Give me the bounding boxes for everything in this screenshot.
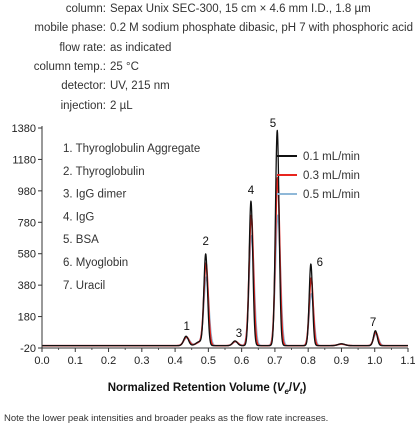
legend-label-1: 0.3 mL/min — [303, 170, 360, 182]
x-tick-label: 0.1 — [68, 355, 83, 367]
peak-label: 6 — [317, 257, 323, 269]
y-tick-label: 980 — [18, 186, 36, 198]
compound-item: 7. Uracil — [63, 280, 105, 292]
footnote: Note the lower peak intensities and broa… — [4, 413, 328, 424]
peak-label: 3 — [236, 328, 242, 340]
condition-label: column temp.: — [33, 60, 106, 73]
condition-label: injection: — [60, 99, 106, 112]
x-tick-label: 0.5 — [201, 355, 216, 367]
series-layer — [41, 129, 409, 347]
x-tick-label: 0.7 — [267, 355, 282, 367]
compound-item: 6. Myoglobin — [63, 257, 128, 269]
condition-row: injection: 2 µL — [0, 97, 415, 115]
y-tick-label: 180 — [18, 312, 36, 324]
condition-row: mobile phase: 0.2 M sodium phosphate diba… — [0, 19, 415, 37]
y-tick-label: 780 — [18, 217, 36, 229]
compound-item: 1. Thyroglobulin Aggregate — [63, 143, 200, 155]
condition-label: detector: — [61, 80, 106, 93]
chromatographic-conditions: column: Sepax Unix SEC-300, 15 cm × 4.6 m… — [0, 0, 415, 116]
x-tick-label: 1.0 — [367, 355, 382, 367]
peak-label: 5 — [270, 118, 276, 130]
chromatogram-chart: -20 180 380 580 780 980 1180 1380 0.0 0.1 0.2 0.3 0.… — [4, 118, 415, 424]
y-tick-label: 1180 — [12, 154, 36, 166]
compound-item: 4. IgG — [63, 211, 94, 223]
condition-value: as indicated — [110, 41, 172, 54]
peak-label: 2 — [202, 236, 208, 248]
legend-label-2: 0.5 mL/min — [303, 189, 360, 201]
condition-value: UV, 215 nm — [110, 80, 170, 93]
compound-item: 5. BSA — [63, 234, 99, 246]
x-tick-label: 0.8 — [301, 355, 316, 367]
x-tick-label: 0.0 — [34, 355, 49, 367]
condition-row: detector: UV, 215 nm — [0, 77, 415, 95]
peak-label: 1 — [184, 321, 190, 333]
condition-label: mobile phase: — [34, 22, 106, 35]
y-tick-label: 380 — [18, 280, 36, 292]
condition-row: flow rate: as indicated — [0, 39, 415, 57]
condition-value: Sepax Unix SEC-300, 15 cm × 4.6 mm I.D.,… — [110, 3, 371, 15]
series-line-0 — [41, 129, 409, 347]
peak-labels: 1 2 3 4 5 6 7 — [184, 118, 377, 340]
condition-label: flow rate: — [59, 41, 106, 54]
y-tick-label: 1380 — [12, 123, 36, 135]
condition-row: column: Sepax Unix SEC-300, 15 cm × 4.6 m… — [0, 0, 415, 18]
compound-item: 2. Thyroglobulin — [63, 166, 145, 178]
x-tick-label: 0.4 — [167, 355, 182, 367]
axes-layer: -20 180 380 580 780 980 1180 1380 0.0 0.1 0.2 0.3 0.… — [12, 123, 415, 367]
x-tick-label: 0.9 — [334, 355, 349, 367]
condition-value: 0.2 M sodium phosphate dibasic, pH 7 wit… — [110, 22, 414, 35]
peak-label: 4 — [248, 185, 255, 197]
y-tick-label: 580 — [18, 249, 36, 261]
x-tick-label: 0.2 — [101, 355, 116, 367]
condition-label: column: — [65, 3, 106, 15]
peak-label: 7 — [370, 317, 376, 329]
legend-label-0: 0.1 mL/min — [303, 151, 360, 163]
x-tick-label: 0.6 — [234, 355, 249, 367]
compound-list: 1. Thyroglobulin Aggregate 2. Thyroglobul… — [63, 143, 200, 292]
legend: 0.1 mL/min 0.3 mL/min 0.5 mL/min — [277, 151, 360, 201]
x-tick-label: 0.3 — [134, 355, 149, 367]
x-tick-label: 1.1 — [400, 355, 415, 367]
compound-item: 3. IgG dimer — [63, 189, 126, 201]
x-axis-title: Normalized Retention Volume (Ve/Vt) — [108, 382, 307, 396]
condition-row: column temp.: 25 °C — [0, 58, 415, 76]
condition-value: 2 µL — [110, 99, 133, 112]
condition-value: 25 °C — [110, 60, 139, 73]
y-tick-label: -20 — [20, 343, 36, 355]
